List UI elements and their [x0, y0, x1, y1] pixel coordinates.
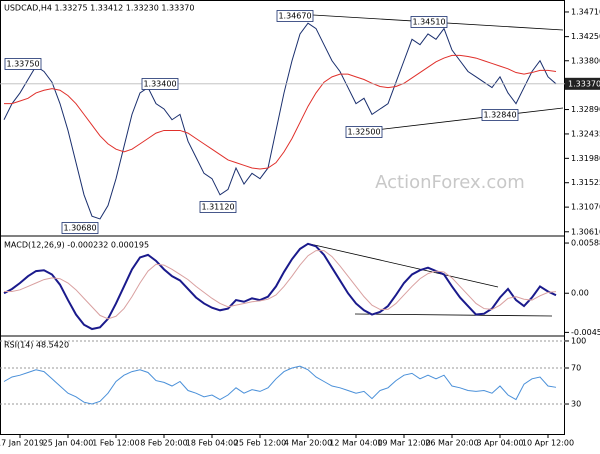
watermark: ActionForex.com: [375, 172, 525, 193]
annotation-box: [345, 126, 383, 138]
y-tick-label: 0.005889: [571, 239, 600, 248]
series-line: [3, 22, 557, 220]
x-tick-label: 4 Mar 20:00: [284, 439, 332, 448]
x-tick-label: 12 Mar 04:00: [329, 439, 382, 448]
frame: [0, 0, 565, 435]
y-tick-label: 1.31070: [571, 203, 600, 212]
series-line: [3, 242, 557, 331]
y-tick-label: 1.34710: [571, 7, 600, 16]
annotation-box: [276, 10, 314, 22]
y-tick-label: 1.32435: [571, 129, 600, 138]
annotation-box: [61, 222, 99, 234]
annotation: 1.30680: [63, 224, 96, 233]
annotation-box: [141, 78, 179, 90]
x-tick-label: 17 Jan 2019: [0, 439, 44, 448]
x-tick-label: 26 Mar 20:00: [425, 439, 478, 448]
trendline: [309, 243, 499, 288]
x-tick-label: 1 Feb 12:00: [92, 439, 139, 448]
annotation: 1.32840: [483, 111, 516, 120]
y-tick-label: 1.31980: [571, 154, 600, 163]
y-tick-label: -0.004593: [571, 328, 600, 337]
y-tick-label: 0.00: [571, 289, 589, 298]
annotation-box: [481, 109, 519, 121]
trendline: [349, 107, 564, 134]
annotation: 1.32500: [347, 128, 380, 137]
annotation-box: [410, 16, 448, 28]
x-tick-label: 18 Feb 04:00: [186, 439, 238, 448]
last-price-label: 1.33370: [568, 79, 600, 88]
series-line: [4, 250, 557, 320]
x-tick-label: 10 Apr 12:00: [522, 439, 574, 448]
y-tick-label: 1.30610: [571, 227, 600, 236]
annotation: 1.33400: [143, 80, 176, 89]
x-tick-label: 8 Feb 20:00: [140, 439, 187, 448]
y-tick-label: 1.34250: [571, 32, 600, 41]
annotation-box: [199, 201, 237, 213]
y-tick-label: 1.31525: [571, 178, 600, 187]
y-tick-label: 30: [571, 400, 581, 409]
chart-title: USDCAD,H4 1.33275 1.33412 1.33230 1.3337…: [4, 4, 194, 13]
series-line: [4, 54, 557, 170]
annotation-box: [4, 58, 42, 70]
panel-title: MACD(12,26,9) -0.000232 0.000195: [4, 241, 149, 250]
y-tick-label: 1.32890: [571, 105, 600, 114]
annotation: 1.31120: [201, 203, 234, 212]
y-tick-label: 100: [571, 336, 586, 345]
y-tick-label: 1.33800: [571, 56, 600, 65]
panel-title: RSI(14) 48.5420: [4, 341, 69, 350]
series-line: [3, 365, 557, 405]
x-tick-label: 19 Mar 12:00: [377, 439, 430, 448]
last-price-box: [565, 77, 600, 90]
x-tick-label: 25 Jan 04:00: [43, 439, 94, 448]
annotation: 1.33750: [6, 60, 39, 69]
x-tick-label: 25 Feb 12:00: [234, 439, 286, 448]
trendline: [354, 313, 553, 317]
annotation: 1.34510: [412, 18, 445, 27]
annotation: 1.34670: [278, 12, 311, 21]
x-tick-label: 3 Apr 04:00: [476, 439, 523, 448]
y-tick-label: 70: [571, 363, 581, 372]
